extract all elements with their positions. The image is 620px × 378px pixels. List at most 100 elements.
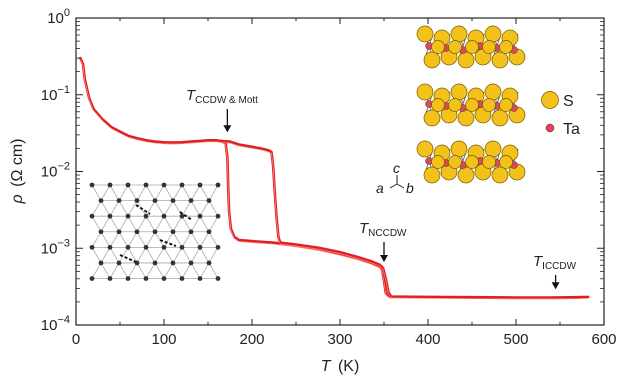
lattice-atom bbox=[107, 244, 113, 250]
x-axis-var: T bbox=[321, 358, 332, 375]
lattice-bond bbox=[208, 247, 219, 264]
lattice-bond bbox=[199, 247, 210, 264]
lattice-atom bbox=[143, 276, 149, 281]
lattice-atom bbox=[98, 198, 104, 203]
series-layer bbox=[79, 56, 590, 300]
sulfur-atom bbox=[448, 155, 462, 169]
sulfur-atom bbox=[423, 109, 441, 127]
lattice-bond bbox=[208, 200, 219, 217]
lattice-atom bbox=[179, 276, 185, 281]
x-tick-label: 100 bbox=[151, 331, 176, 348]
lattice-inset bbox=[89, 182, 221, 281]
lattice-atom bbox=[206, 260, 212, 266]
lattice-atom bbox=[152, 260, 158, 266]
lattice-bond bbox=[172, 262, 183, 279]
series-line-shadow-0 bbox=[80, 59, 589, 300]
lattice-atom bbox=[179, 244, 185, 250]
lattice-bond bbox=[91, 247, 102, 264]
lattice-bond bbox=[172, 184, 183, 201]
lattice-atom bbox=[215, 244, 221, 250]
lattice-atom bbox=[197, 276, 203, 281]
lattice-atom bbox=[116, 198, 122, 203]
c-axis-label: c bbox=[393, 160, 400, 176]
sulfur-atom bbox=[450, 25, 468, 43]
sulfur-atom bbox=[491, 109, 509, 127]
x-tick-label: 600 bbox=[591, 331, 616, 348]
lattice-bond bbox=[199, 231, 210, 248]
lattice-atom bbox=[206, 198, 212, 203]
lattice-bond bbox=[154, 247, 165, 264]
lattice-atom bbox=[179, 182, 185, 188]
x-tick-label: 200 bbox=[239, 331, 264, 348]
lattice-bond bbox=[208, 231, 219, 248]
lattice-bond bbox=[181, 231, 192, 248]
sulfur-atom bbox=[448, 40, 462, 54]
lattice-atom bbox=[161, 276, 167, 281]
lattice-bond bbox=[208, 262, 219, 279]
lattice-bond bbox=[109, 184, 120, 201]
lattice-bond bbox=[145, 184, 156, 201]
lattice-atom bbox=[125, 213, 131, 219]
lattice-bond bbox=[109, 215, 120, 232]
annotation-ccdw-mott: TCCDW & Mott bbox=[186, 87, 258, 133]
lattice-atom bbox=[107, 182, 113, 188]
annotation-label: TCCDW & Mott bbox=[186, 87, 258, 106]
lattice-bond bbox=[154, 200, 165, 217]
lattice-bond bbox=[181, 215, 192, 232]
lattice-bond bbox=[172, 247, 183, 264]
lattice-bond bbox=[145, 262, 156, 279]
lattice-atom bbox=[179, 213, 185, 219]
lattice-bond bbox=[136, 184, 147, 201]
lattice-atom bbox=[89, 276, 95, 281]
x-axis-label: T (K) bbox=[321, 358, 360, 375]
lattice-bond bbox=[91, 231, 102, 248]
sulfur-atom bbox=[423, 51, 441, 69]
sulfur-atom bbox=[416, 25, 434, 43]
lattice-bond bbox=[163, 184, 174, 201]
lattice-bond bbox=[118, 231, 129, 248]
lattice-atom bbox=[143, 244, 149, 250]
lattice-bond bbox=[181, 247, 192, 264]
lattice-bond bbox=[91, 215, 102, 232]
lattice-atom bbox=[188, 198, 194, 203]
lattice-bond bbox=[100, 247, 111, 264]
lattice-bond bbox=[136, 247, 147, 264]
lattice-bond bbox=[127, 262, 138, 279]
lattice-atom bbox=[188, 229, 194, 235]
sulfur-atom bbox=[457, 109, 475, 127]
lattice-bond bbox=[136, 231, 147, 248]
lattice-bond bbox=[109, 200, 120, 217]
lattice-atom bbox=[134, 198, 140, 203]
lattice-bond bbox=[100, 184, 111, 201]
annotation-nccdw: TNCCDW bbox=[359, 220, 407, 263]
lattice-bond bbox=[190, 247, 201, 264]
lattice-bond bbox=[145, 247, 156, 264]
sulfur-atom bbox=[448, 98, 462, 112]
lattice-bond bbox=[127, 200, 138, 217]
annotation-arrow-head bbox=[223, 125, 232, 133]
lattice-bond bbox=[91, 200, 102, 217]
lattice-atom bbox=[116, 260, 122, 266]
lattice-atom bbox=[197, 213, 203, 219]
lattice-bond bbox=[100, 262, 111, 279]
annotation-iccdw: TICCDW bbox=[533, 253, 577, 290]
cdw-bond bbox=[119, 254, 137, 263]
lattice-atom bbox=[89, 244, 95, 250]
x-tick-label: 400 bbox=[415, 331, 440, 348]
lattice-bond bbox=[145, 215, 156, 232]
lattice-bond bbox=[181, 262, 192, 279]
sulfur-atom bbox=[484, 140, 502, 158]
lattice-bond bbox=[118, 215, 129, 232]
lattice-atom bbox=[206, 229, 212, 235]
lattice-bond bbox=[118, 262, 129, 279]
lattice-atom bbox=[215, 276, 221, 281]
lattice-bond bbox=[163, 247, 174, 264]
b-axis-line bbox=[396, 183, 405, 189]
lattice-atom bbox=[188, 260, 194, 266]
sulfur-atom bbox=[431, 155, 445, 169]
lattice-bond bbox=[100, 215, 111, 232]
lattice-bond bbox=[136, 215, 147, 232]
lattice-atom bbox=[143, 213, 149, 219]
lattice-atom bbox=[170, 260, 176, 266]
